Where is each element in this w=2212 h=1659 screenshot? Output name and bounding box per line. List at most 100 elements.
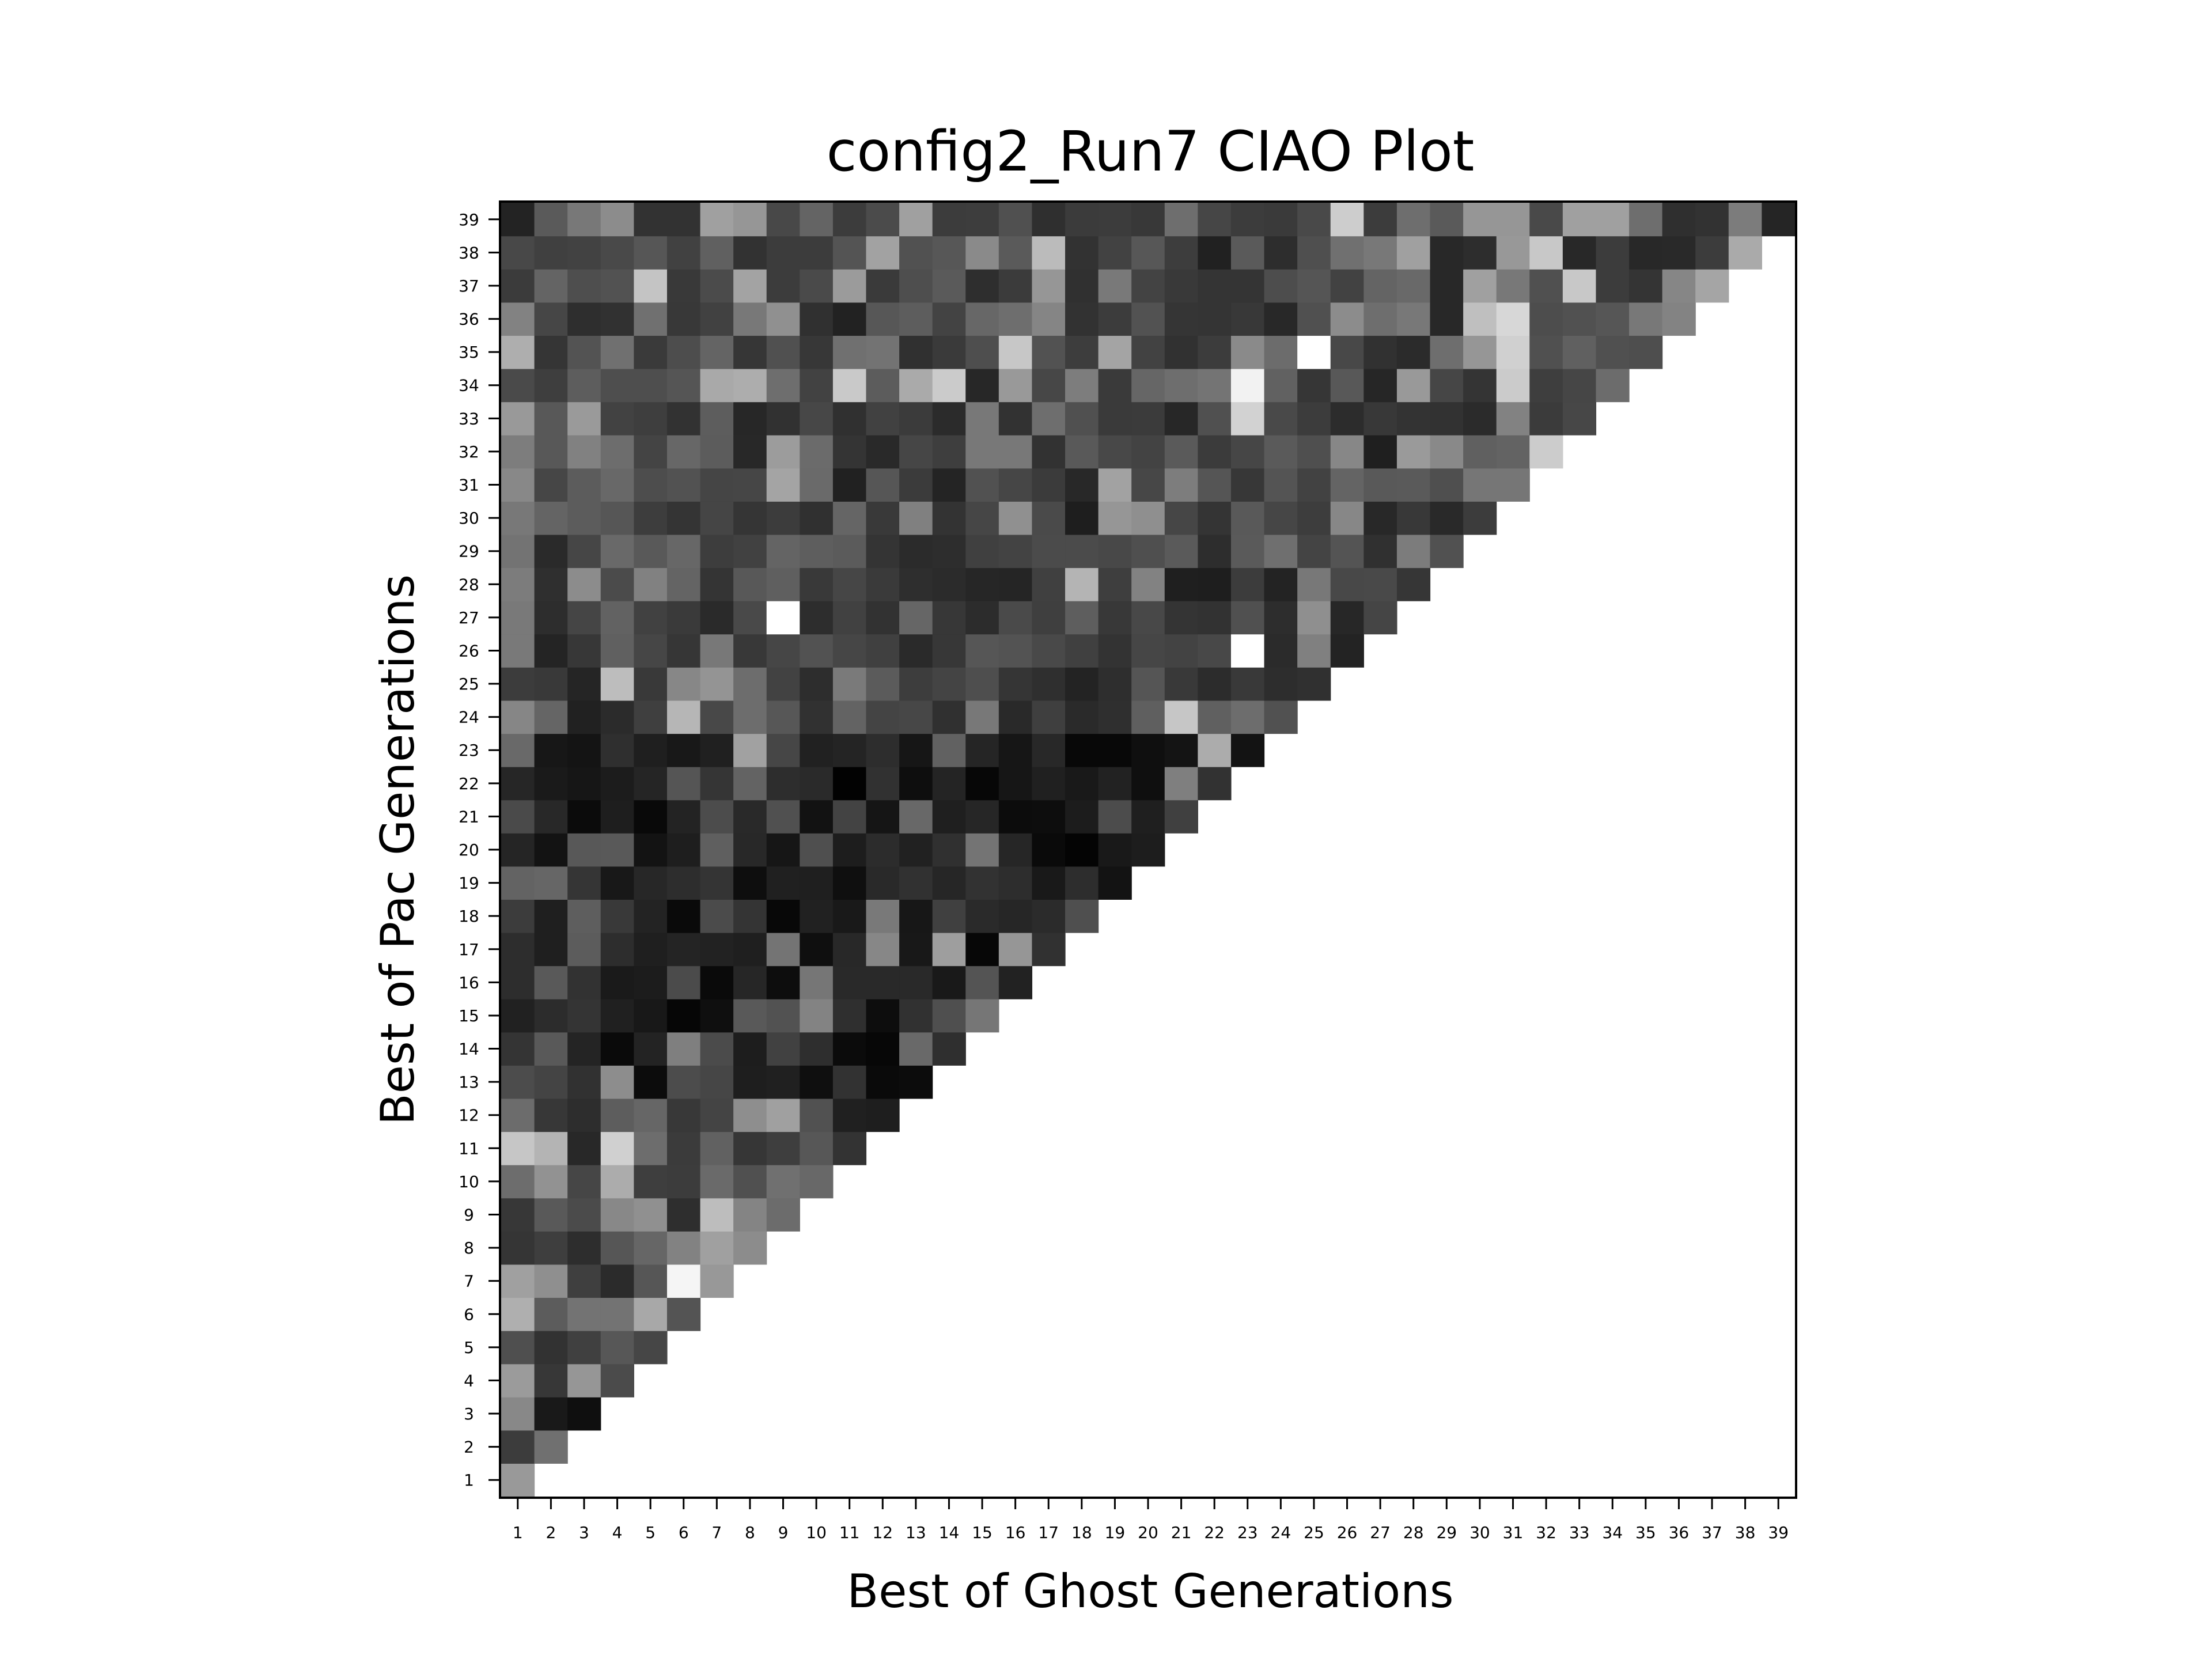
heatmap-cell	[1131, 435, 1165, 469]
heatmap-cell	[1065, 534, 1099, 569]
heatmap-cell	[733, 634, 767, 668]
heatmap-cell	[733, 866, 767, 900]
heatmap-cell	[1230, 203, 1265, 237]
y-tick-label: 12	[459, 1106, 479, 1125]
heatmap-cell	[534, 1363, 568, 1397]
x-tick-label: 22	[1204, 1523, 1225, 1542]
heatmap-cell	[1264, 402, 1298, 435]
heatmap-cell	[1098, 236, 1132, 270]
heatmap-cell	[800, 1098, 834, 1132]
heatmap-cell	[534, 1032, 568, 1066]
heatmap-cell	[634, 866, 668, 900]
heatmap-cell	[501, 236, 535, 270]
heatmap-cell	[600, 1231, 634, 1265]
heatmap-cell	[932, 236, 966, 270]
heatmap-cell	[866, 965, 900, 999]
heatmap-cell	[1131, 634, 1165, 668]
heatmap-cell	[832, 335, 867, 369]
heatmap-cell	[501, 667, 535, 701]
heatmap-cell	[733, 1231, 767, 1265]
heatmap-cell	[666, 468, 701, 502]
heatmap-cell	[766, 634, 800, 668]
heatmap-cell	[534, 435, 568, 469]
x-tick-label: 38	[1735, 1523, 1756, 1542]
heatmap-cell	[700, 932, 734, 967]
heatmap-cell	[932, 700, 966, 734]
heatmap-cell	[733, 402, 767, 435]
heatmap-cell	[1164, 667, 1198, 701]
heatmap-cell	[1330, 534, 1364, 569]
heatmap-cell	[600, 700, 634, 734]
heatmap-cell	[700, 302, 734, 336]
heatmap-cell	[998, 368, 1033, 403]
y-tick-label: 35	[459, 343, 479, 362]
heatmap-cell	[1363, 269, 1397, 303]
x-tick-label: 37	[1702, 1523, 1722, 1542]
heatmap-cell	[534, 965, 568, 999]
heatmap-cell	[1230, 335, 1265, 369]
heatmap-cell	[600, 1264, 634, 1298]
heatmap-cell	[534, 667, 568, 701]
heatmap-cell	[600, 302, 634, 336]
heatmap-cell	[1065, 634, 1099, 668]
heatmap-cell	[1230, 435, 1265, 469]
heatmap-cell	[1363, 567, 1397, 601]
heatmap-cell	[700, 1032, 734, 1066]
heatmap-cell	[866, 866, 900, 900]
heatmap-cell	[1164, 302, 1198, 336]
heatmap-cell	[832, 435, 867, 469]
heatmap-cell	[832, 1098, 867, 1132]
heatmap-cell	[700, 800, 734, 834]
heatmap-cell	[733, 932, 767, 967]
x-tick-label: 32	[1536, 1523, 1556, 1542]
heatmap-cell	[766, 1198, 800, 1232]
heatmap-cell	[501, 601, 535, 635]
heatmap-cell	[1629, 335, 1663, 369]
heatmap-cell	[600, 1065, 634, 1099]
heatmap-cell	[832, 601, 867, 635]
heatmap-cell	[1297, 402, 1331, 435]
heatmap-cell	[1098, 302, 1132, 336]
heatmap-cell	[932, 866, 966, 900]
heatmap-cell	[700, 1065, 734, 1099]
x-tick-label: 24	[1271, 1523, 1291, 1542]
heatmap-cell	[733, 302, 767, 336]
heatmap-cell	[1396, 236, 1431, 270]
heatmap-cell	[501, 1231, 535, 1265]
heatmap-cell	[634, 932, 668, 967]
heatmap-cell	[666, 833, 701, 867]
heatmap-cell	[733, 203, 767, 237]
heatmap-cell	[965, 567, 999, 601]
heatmap-cell	[534, 567, 568, 601]
heatmap-cell	[899, 302, 933, 336]
heatmap-cell	[998, 965, 1033, 999]
heatmap-cell	[932, 932, 966, 967]
heatmap-cell	[567, 1065, 601, 1099]
heatmap-cell	[600, 767, 634, 801]
heatmap-cell	[1098, 800, 1132, 834]
heatmap-cell	[1164, 435, 1198, 469]
x-tick-label: 31	[1503, 1523, 1524, 1542]
heatmap-cell	[600, 501, 634, 535]
heatmap-cell	[1131, 733, 1165, 767]
heatmap-cells	[501, 203, 1796, 1497]
heatmap-cell	[766, 899, 800, 933]
heatmap-cell	[1098, 269, 1132, 303]
heatmap-cell	[567, 203, 601, 237]
heatmap-cell	[800, 700, 834, 734]
heatmap-cell	[1065, 269, 1099, 303]
heatmap-cell	[965, 866, 999, 900]
heatmap-cell	[866, 932, 900, 967]
heatmap-cell	[1032, 601, 1066, 635]
heatmap-cell	[866, 203, 900, 237]
heatmap-cell	[998, 468, 1033, 502]
heatmap-cell	[1198, 767, 1232, 801]
x-tick-label: 28	[1403, 1523, 1424, 1542]
heatmap-cell	[634, 1331, 668, 1365]
heatmap-cell	[1297, 435, 1331, 469]
heatmap-cell	[932, 368, 966, 403]
heatmap-cell	[634, 236, 668, 270]
heatmap-cell	[567, 601, 601, 635]
heatmap-cell	[567, 236, 601, 270]
heatmap-cell	[666, 402, 701, 435]
